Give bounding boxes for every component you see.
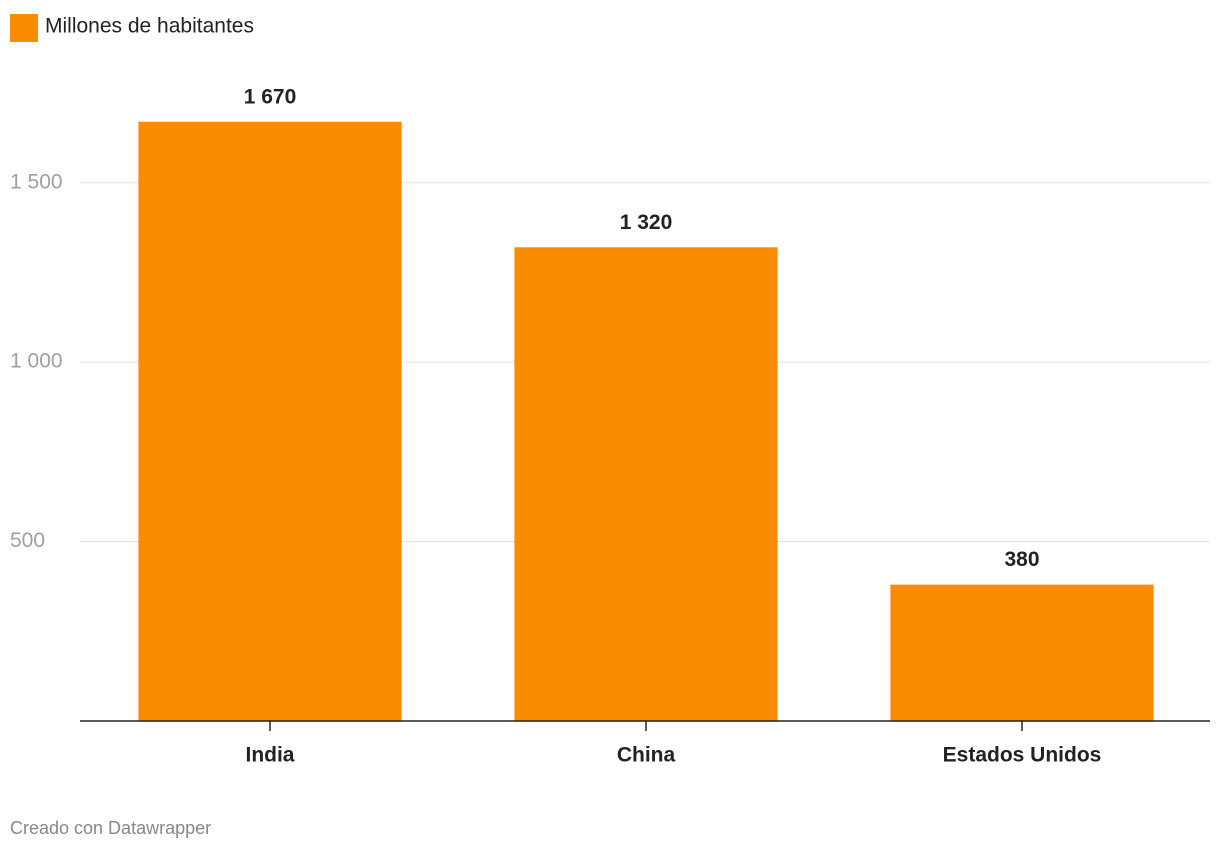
- value-label: 1 320: [620, 211, 673, 234]
- legend-label: Millones de habitantes: [45, 15, 254, 38]
- legend-swatch: [10, 14, 38, 42]
- bar: [514, 247, 778, 721]
- value-label: 380: [1004, 548, 1039, 571]
- value-label: 1 670: [244, 85, 297, 108]
- y-tick-label: 500: [10, 529, 45, 552]
- x-tick-label: China: [617, 744, 676, 767]
- x-tick-label: Estados Unidos: [943, 744, 1102, 767]
- x-tick-label: India: [245, 744, 294, 767]
- credit: Creado con Datawrapper: [10, 818, 211, 838]
- bar: [138, 121, 402, 722]
- y-tick-label: 1 000: [10, 350, 63, 373]
- y-tick-label: 1 500: [10, 170, 63, 193]
- bar: [890, 584, 1154, 721]
